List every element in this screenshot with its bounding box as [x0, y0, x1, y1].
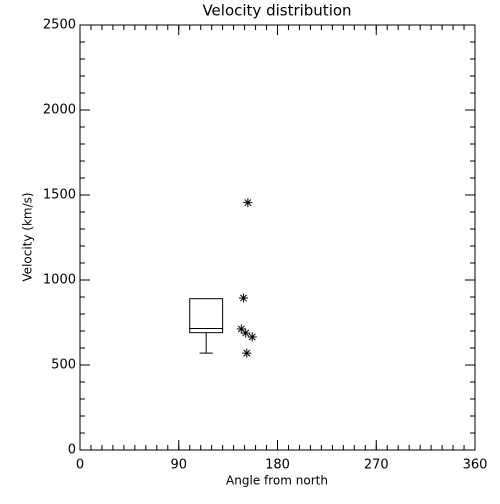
x-axis-label: Angle from north	[226, 474, 328, 488]
point	[243, 198, 253, 208]
point-stroke	[244, 199, 252, 207]
y-tick-label: 500	[51, 358, 76, 373]
point	[242, 348, 252, 358]
y-tick-label: 2000	[43, 103, 76, 118]
point	[247, 332, 257, 342]
point-stroke	[243, 349, 251, 357]
y-tick-label: 1500	[43, 188, 76, 203]
y-tick-label: 0	[68, 443, 76, 458]
y-tick-label: 2500	[43, 18, 76, 33]
chart-title: Velocity distribution	[202, 2, 351, 20]
point	[241, 328, 251, 338]
y-tick-label: 1000	[43, 273, 76, 288]
x-tick-label: 0	[76, 458, 84, 473]
box	[189, 298, 224, 334]
x-tick-label: 270	[364, 458, 389, 473]
plot-frame	[79, 24, 476, 451]
point-stroke	[248, 333, 256, 341]
y-axis-label: Velocity (km/s)	[21, 192, 35, 281]
x-tick-label: 360	[463, 458, 488, 473]
x-tick-label: 90	[170, 458, 187, 473]
point-stroke	[237, 325, 245, 333]
point-stroke	[239, 294, 247, 302]
x-tick-label: 180	[265, 458, 290, 473]
point	[238, 293, 248, 303]
point-stroke	[242, 329, 250, 337]
